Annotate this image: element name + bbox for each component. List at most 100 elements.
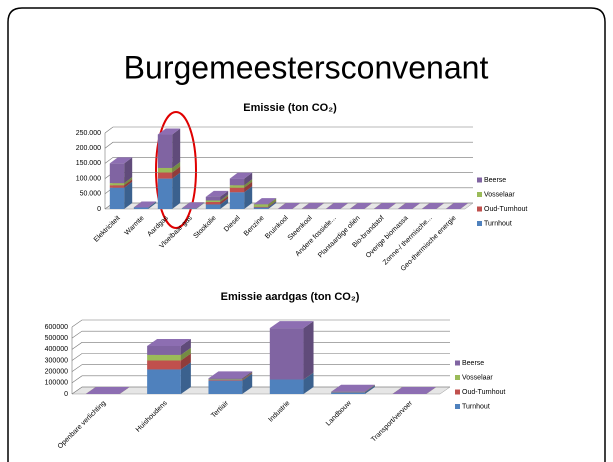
bar-segment	[445, 203, 469, 209]
bar-front	[205, 196, 221, 201]
bar-front	[157, 134, 173, 168]
bar-side	[364, 385, 375, 394]
y-tick-label: 200.000	[76, 145, 101, 152]
bar-side	[364, 384, 375, 392]
bar-front	[331, 392, 365, 394]
x-tick-label: Aardgas	[146, 214, 170, 238]
bar-side	[196, 202, 205, 209]
y-tick-label: 100000	[45, 380, 68, 387]
bar-front	[269, 379, 304, 394]
bar-top	[373, 203, 397, 209]
bar-side	[303, 372, 314, 394]
bar-side	[268, 198, 277, 205]
y-tick-label: 50.000	[80, 191, 102, 198]
grid-line	[104, 126, 473, 134]
bar-segment	[147, 338, 191, 355]
y-tick-label: 250.000	[76, 130, 101, 137]
bar-side	[242, 372, 253, 381]
bar-top	[301, 202, 325, 209]
bar-side	[124, 177, 133, 186]
y-tick-label: 100.000	[76, 175, 101, 182]
bar-top	[331, 384, 375, 392]
legend-swatch	[455, 360, 460, 366]
bar-front	[109, 163, 125, 184]
bar-front	[133, 207, 149, 209]
bar-side	[244, 172, 253, 186]
bar-side	[180, 353, 191, 370]
bar-side	[172, 161, 181, 173]
slide-title: Burgemeestersconvenant	[124, 49, 489, 85]
legend-label: Vosselaar	[462, 374, 493, 381]
bar-top	[229, 172, 253, 179]
bar-top	[445, 203, 469, 209]
bar-side	[124, 181, 133, 209]
plot-floor	[71, 386, 451, 395]
bar-side	[148, 201, 157, 209]
legend-swatch	[455, 404, 460, 409]
bar-side	[220, 196, 229, 205]
bar-segment	[392, 387, 437, 394]
y-tick-label: 300000	[45, 357, 68, 364]
bar-front	[109, 183, 125, 186]
legend-swatch	[477, 192, 482, 197]
y-tick-label: 500000	[45, 335, 68, 342]
x-tick-label: Overige biomassa	[365, 215, 410, 260]
bar-front	[147, 360, 181, 370]
bar-side	[172, 128, 181, 168]
bar-front	[157, 172, 173, 179]
legend-label: Oud-Turnhout	[484, 206, 527, 213]
bar-top	[85, 387, 130, 394]
bar-segment	[397, 203, 421, 209]
bar-top	[421, 203, 445, 209]
bar-side	[268, 200, 277, 208]
legend-label: Vosselaar	[484, 191, 515, 198]
bar-top	[133, 201, 157, 208]
bar-front	[208, 378, 243, 380]
x-tick-label: Warmte	[124, 215, 146, 237]
bar-top	[147, 338, 191, 346]
bar-side	[180, 347, 191, 361]
grid-line	[104, 157, 473, 164]
bar-top	[392, 387, 437, 394]
bar-front	[205, 200, 221, 203]
bar-segment	[157, 128, 181, 168]
y-tick-label: 0	[97, 206, 101, 213]
slide-border	[7, 7, 606, 462]
bar-side	[180, 338, 191, 355]
bar-front	[147, 345, 181, 355]
bar-front	[109, 187, 125, 209]
bar-front	[269, 328, 304, 380]
bar-front	[205, 204, 221, 209]
bar-front	[208, 380, 243, 394]
bar-side	[244, 186, 253, 209]
bar-side	[244, 181, 253, 193]
x-tick-label: Benzine	[243, 215, 266, 238]
bar-segment	[373, 203, 397, 209]
legend-label: Turnhout	[484, 220, 512, 227]
chart-title: Emissie (ton CO₂)	[243, 102, 337, 114]
bar-side	[268, 201, 277, 209]
bar-top	[325, 203, 349, 209]
bar-front	[208, 380, 243, 381]
bar-side	[244, 179, 253, 188]
bar-side	[172, 166, 181, 179]
bar-segment	[421, 203, 445, 209]
bar-side	[124, 179, 133, 188]
bar-front	[229, 192, 245, 209]
bar-front	[157, 178, 173, 209]
bar-front	[147, 354, 181, 361]
bar-segment	[253, 198, 277, 205]
grid-line	[71, 353, 450, 361]
bar-top	[269, 321, 314, 329]
highlight-ellipse	[155, 111, 197, 229]
bar-segment	[325, 203, 349, 209]
bar-segment	[133, 201, 157, 208]
grid-line	[71, 342, 450, 350]
grid-line	[71, 364, 450, 372]
grid-line	[71, 386, 450, 395]
bar-top	[397, 203, 421, 209]
x-tick-label: Huishoudens	[135, 399, 169, 433]
y-tick-label: 200000	[45, 369, 68, 376]
grid-line	[71, 330, 450, 339]
